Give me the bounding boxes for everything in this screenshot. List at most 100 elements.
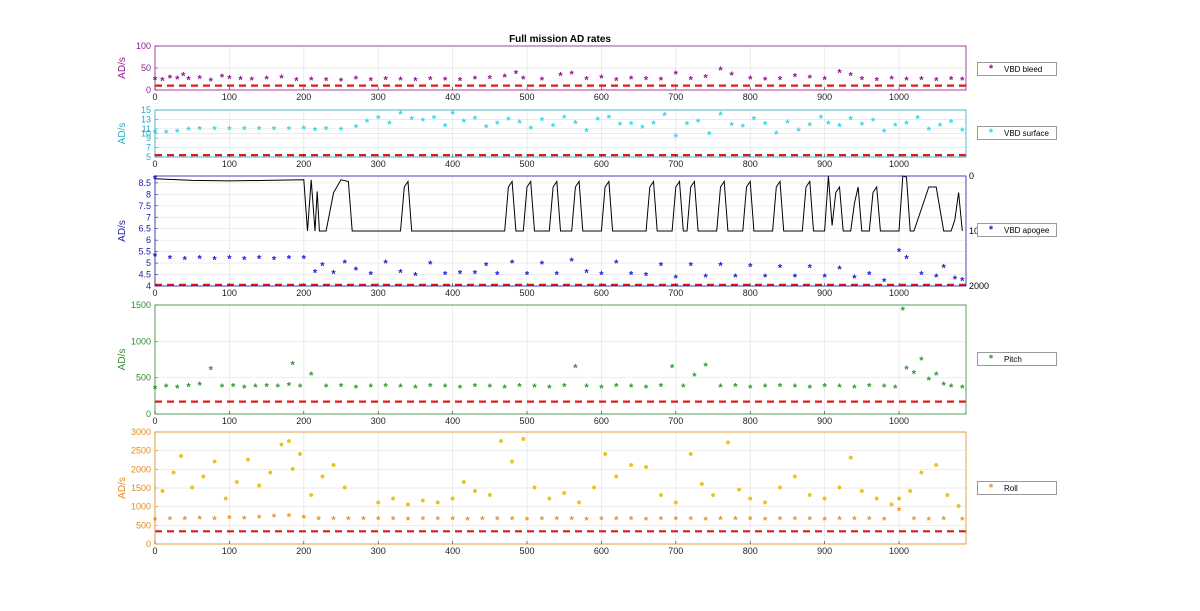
series-vbd-surface-point: *	[785, 118, 790, 130]
y-tick-label: 1000	[131, 336, 151, 346]
series-vbd-apogee-point: *	[272, 255, 277, 267]
series-pitch-point: *	[584, 382, 589, 394]
series-vbd-apogee-point: *	[934, 272, 939, 284]
x-tick-label: 800	[743, 159, 758, 169]
series-vbd-surface-point: *	[198, 125, 203, 137]
x-tick-label: 200	[296, 288, 311, 298]
x-tick-label: 400	[445, 288, 460, 298]
series-extra-1-point: •	[201, 468, 206, 484]
series-vbd-apogee-point: *	[302, 254, 307, 266]
series-vbd-bleed-point: *	[181, 70, 186, 82]
series-extra-1-point: •	[521, 430, 526, 446]
series-vbd-bleed-point: *	[763, 75, 768, 87]
series-vbd-surface-point: *	[607, 113, 612, 125]
series-extra-1-point: •	[874, 490, 879, 506]
series-vbd-surface-point: *	[927, 125, 932, 137]
series-vbd-surface-point: *	[421, 116, 426, 128]
series-roll-point: *	[674, 514, 679, 526]
x-tick-label: 800	[743, 92, 758, 102]
series-roll-point: *	[644, 515, 649, 527]
series-vbd-surface-point: *	[796, 126, 801, 138]
series-roll-point: *	[406, 515, 411, 527]
series-extra-1-point: •	[190, 479, 195, 495]
series-vbd-surface-point: *	[257, 124, 262, 136]
series-extra-1-point: •	[956, 498, 961, 514]
series-pitch-point: *	[276, 382, 281, 394]
y-tick-label: 3000	[131, 427, 151, 437]
series-vbd-apogee-point: *	[904, 254, 909, 266]
series-pitch-point: *	[488, 382, 493, 394]
series-vbd-bleed-point: *	[570, 69, 575, 81]
x-tick-label: 600	[594, 546, 609, 556]
series-vbd-surface-point: *	[819, 113, 824, 125]
series-extra-1-point: •	[699, 475, 704, 491]
y-tick-label: 7.5	[138, 201, 151, 211]
series-pitch-point: *	[369, 382, 374, 394]
y-tick-label: 8	[146, 189, 151, 199]
legend-label: Roll	[1004, 483, 1018, 493]
x-tick-label: 800	[743, 416, 758, 426]
series-pitch-point: *	[692, 371, 697, 383]
series-vbd-bleed-point: *	[558, 70, 563, 82]
series-pitch-point: *	[763, 382, 768, 394]
legend-vbd-surface: * VBD surface	[977, 126, 1057, 140]
series-vbd-bleed-point: *	[521, 74, 526, 86]
y-axis-label: AD/s	[117, 477, 128, 499]
series-pitch-point: *	[614, 381, 619, 393]
x-tick-label: 600	[594, 159, 609, 169]
series-extra-1-point: •	[919, 464, 924, 480]
series-vbd-bleed-point: *	[443, 75, 448, 87]
series-pitch-point: *	[517, 381, 522, 393]
series-roll-point: *	[257, 513, 262, 525]
series-extra-1-point: •	[629, 457, 634, 473]
series-vbd-apogee-point: *	[659, 260, 664, 272]
series-roll-point: *	[346, 514, 351, 526]
series-extra-1-point: •	[725, 434, 730, 450]
series-pitch-point: *	[960, 383, 965, 395]
series-vbd-apogee-point: *	[540, 259, 545, 271]
y-tick-label: 2000	[131, 464, 151, 474]
series-vbd-bleed-point: *	[934, 75, 939, 87]
series-roll-point: *	[584, 515, 589, 527]
series-pitch-point: *	[354, 383, 359, 395]
series-vbd-apogee-point: *	[287, 254, 292, 266]
x-tick-label: 1000	[889, 92, 909, 102]
y-tick-label: 0	[146, 409, 151, 419]
series-vbd-surface-point: *	[164, 128, 169, 140]
x-tick-label: 900	[817, 416, 832, 426]
series-vbd-surface-point: *	[741, 122, 746, 134]
series-pitch-point: *	[253, 382, 258, 394]
series-vbd-surface-point: *	[529, 124, 534, 136]
series-extra-1-point: •	[342, 479, 347, 495]
series-vbd-apogee-point: *	[960, 275, 965, 287]
series-pitch-point: *	[659, 381, 664, 393]
series-pitch-point: *	[901, 305, 906, 317]
series-pitch-point: *	[339, 381, 344, 393]
x-tick-label: 400	[445, 416, 460, 426]
series-vbd-bleed-point: *	[369, 75, 374, 87]
series-extra-1-point: •	[592, 479, 597, 495]
series-vbd-apogee-point: *	[614, 258, 619, 270]
series-vbd-surface-point: *	[904, 119, 909, 131]
series-vbd-apogee-point: *	[703, 272, 708, 284]
x-tick-label: 300	[371, 416, 386, 426]
legend-label: VBD bleed	[1004, 64, 1043, 74]
series-vbd-bleed-point: *	[168, 73, 173, 85]
legend-vbd-apogee: * VBD apogee	[977, 223, 1057, 237]
y-tick-label: 5	[146, 152, 151, 162]
x-tick-label: 900	[817, 546, 832, 556]
series-vbd-surface-point: *	[663, 111, 668, 123]
series-extra-1-point: •	[614, 468, 619, 484]
series-pitch-point: *	[942, 380, 947, 392]
series-roll-point: *	[793, 514, 798, 526]
y-axis-label: AD/s	[117, 123, 128, 145]
series-roll-point: *	[703, 515, 708, 527]
series-vbd-bleed-point: *	[849, 70, 854, 82]
series-pitch-point: *	[733, 381, 738, 393]
series-roll-point: *	[510, 515, 515, 527]
series-roll-point: *	[495, 514, 500, 526]
series-vbd-apogee-point: *	[227, 254, 232, 266]
series-vbd-surface-point: *	[752, 114, 757, 126]
legend-marker: *	[988, 127, 994, 139]
series-vbd-surface-point: *	[339, 125, 344, 137]
